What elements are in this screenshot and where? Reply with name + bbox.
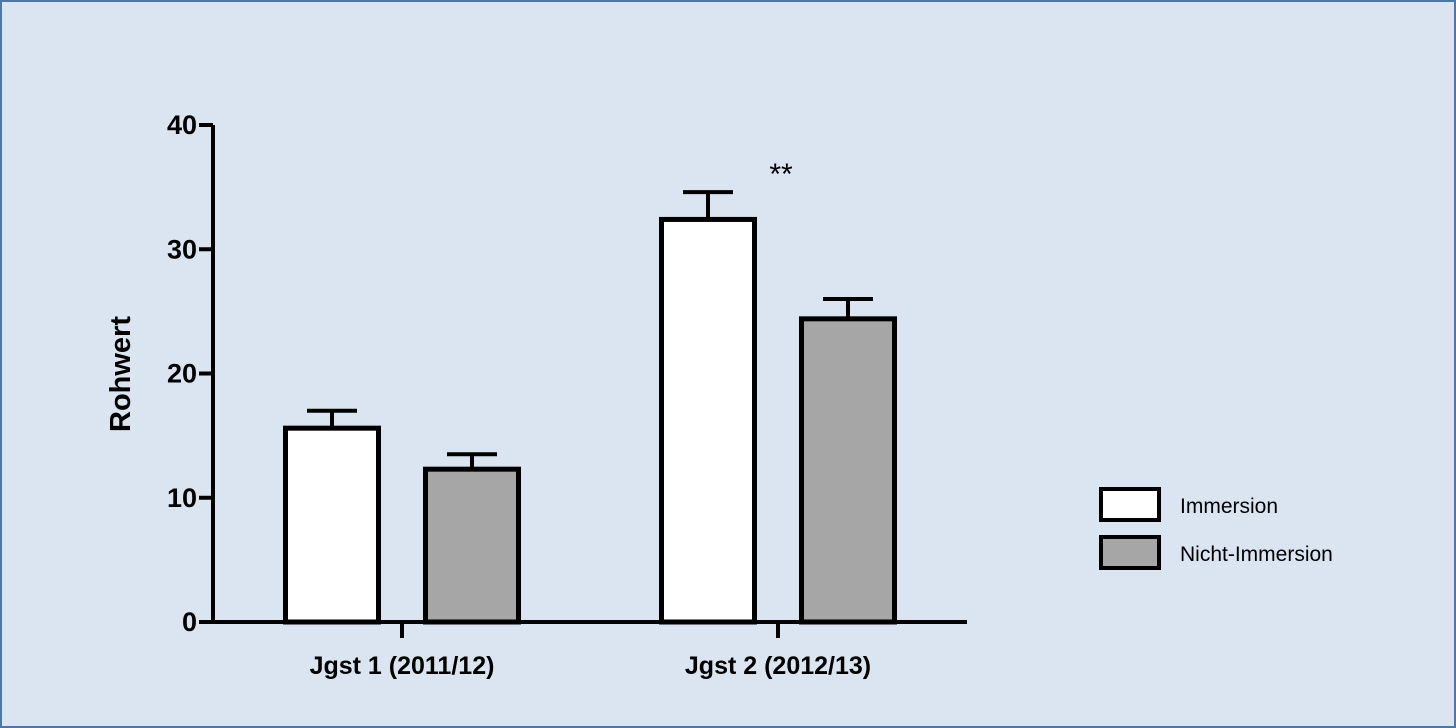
legend: Immersion Nicht-Immersion <box>1099 487 1333 570</box>
y-tick-label: 30 <box>167 234 197 264</box>
bar <box>799 316 897 625</box>
legend-swatch <box>1099 535 1161 570</box>
labels: 0 10 20 30 40 Rohwert Jgst 1 (2011/12) Jgst 2 (… <box>105 110 871 680</box>
legend-label: Immersion <box>1180 495 1278 518</box>
x-tick-label: Jgst 2 (2012/13) <box>685 652 871 680</box>
x-tick-label: Jgst 1 (2011/12) <box>310 652 495 680</box>
y-tick-label: 10 <box>167 483 197 513</box>
legend-swatch <box>1099 487 1161 522</box>
bars <box>283 190 897 625</box>
bar <box>659 216 757 625</box>
bar <box>423 466 521 625</box>
y-tick-label: 0 <box>182 607 197 637</box>
y-axis-title: Rohwert <box>105 316 137 432</box>
y-tick-label: 20 <box>167 359 197 389</box>
legend-label: Nicht-Immersion <box>1180 543 1333 566</box>
y-tick-label: 40 <box>167 110 197 140</box>
bar <box>283 425 381 625</box>
significance-annotation: ** <box>769 158 793 191</box>
